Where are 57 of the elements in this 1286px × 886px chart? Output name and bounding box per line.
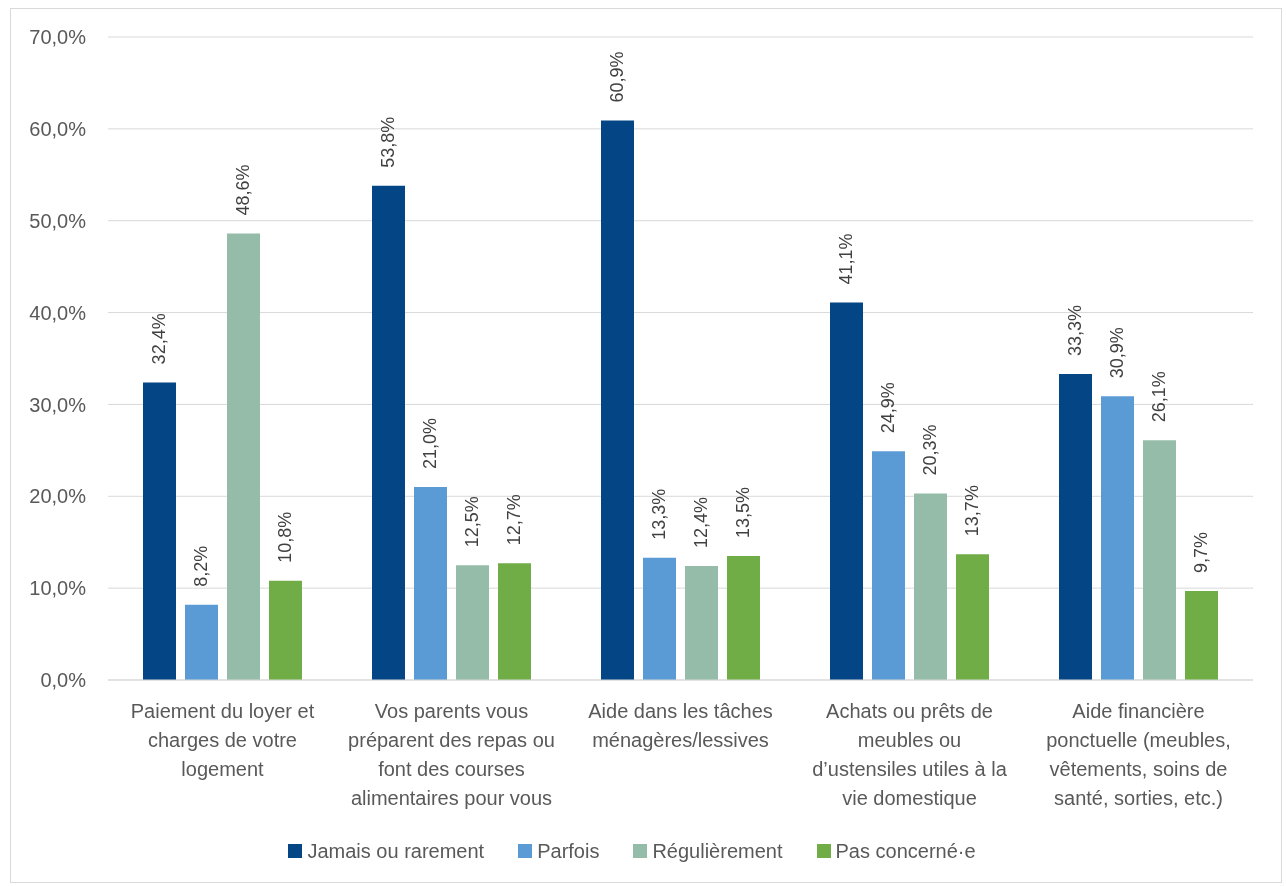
bar <box>643 557 676 680</box>
x-tick-label: Aide dans les tâches ménagères/lessives <box>588 700 773 751</box>
y-tick-label: 40,0% <box>29 301 87 324</box>
data-label: 60,9% <box>607 51 628 103</box>
y-tick-label: 30,0% <box>29 393 87 416</box>
x-tick-label: Paiement du loyer et charges de votre logement <box>130 700 315 780</box>
bar <box>601 120 634 680</box>
bar <box>185 604 218 680</box>
data-label: 30,9% <box>1107 327 1128 379</box>
data-label: 13,3% <box>649 488 670 540</box>
legend-label: Régulièrement <box>652 839 783 863</box>
y-tick-label: 10,0% <box>29 577 87 600</box>
data-label: 24,9% <box>878 382 899 434</box>
bar <box>498 563 531 680</box>
data-label: 12,4% <box>691 497 712 549</box>
bar <box>830 302 863 680</box>
x-tick-label: Aide financière ponctuelle (meubles, vêtements, soins de santé, sorties, etc.) <box>1046 700 1231 809</box>
bar <box>956 554 989 680</box>
bar <box>1143 440 1176 680</box>
data-label: 12,7% <box>504 494 525 546</box>
y-tick-label: 70,0% <box>29 26 87 49</box>
data-label: 33,3% <box>1065 305 1086 357</box>
data-label: 13,7% <box>962 485 983 537</box>
data-label: 12,5% <box>462 496 483 548</box>
bar <box>727 555 760 680</box>
data-label: 48,6% <box>233 164 254 216</box>
legend-label: Parfois <box>537 839 600 863</box>
bar <box>414 487 447 680</box>
x-tick-label: Achats ou prêts de meubles ou d’ustensiles utiles à la vie domestique <box>812 700 1008 809</box>
data-label: 20,3% <box>920 424 941 476</box>
legend-label: Pas concerné·e <box>835 839 976 863</box>
bar <box>1101 396 1134 680</box>
bar <box>143 382 176 680</box>
legend-label: Jamais ou rarement <box>307 839 485 863</box>
data-label: 21,0% <box>420 418 441 470</box>
data-label: 41,1% <box>836 233 857 285</box>
x-tick-label: Vos parents vous préparent des repas ou font des courses alimentaires pour vous <box>348 700 555 809</box>
y-tick-label: 20,0% <box>29 485 87 508</box>
bar <box>685 566 718 680</box>
bar <box>872 451 905 680</box>
bar <box>1185 590 1218 680</box>
bar <box>227 233 260 680</box>
bar <box>269 580 302 680</box>
bar <box>914 493 947 680</box>
data-label: 32,4% <box>149 313 170 365</box>
bar <box>372 185 405 680</box>
bar <box>456 565 489 680</box>
data-label: 8,2% <box>191 545 212 587</box>
data-label: 13,5% <box>733 486 754 538</box>
data-label: 26,1% <box>1149 371 1170 423</box>
data-label: 9,7% <box>1191 531 1212 573</box>
bar <box>1059 374 1092 680</box>
y-tick-label: 60,0% <box>29 117 87 140</box>
data-label: 10,8% <box>275 511 296 563</box>
y-tick-label: 50,0% <box>29 209 87 232</box>
data-label: 53,8% <box>378 116 399 168</box>
y-tick-label: 0,0% <box>40 669 87 692</box>
